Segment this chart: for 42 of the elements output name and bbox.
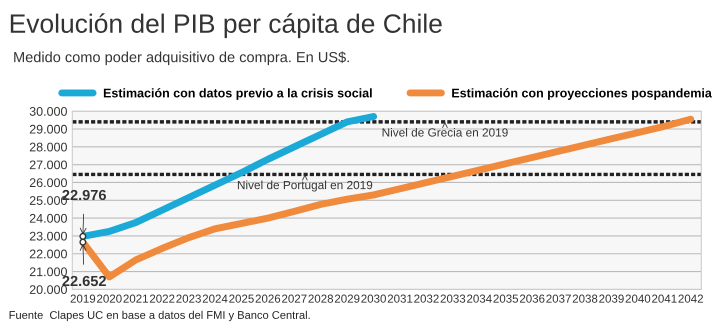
- x-tick-label: 2022: [150, 294, 174, 303]
- x-tick-label: 2030: [361, 294, 386, 303]
- x-tick-label: 2021: [123, 294, 148, 303]
- y-tick-label: 29.000: [30, 124, 67, 134]
- y-tick-label: 23.000: [30, 232, 67, 241]
- x-tick-label: 2023: [176, 294, 201, 303]
- y-tick-label: 21.000: [30, 267, 67, 276]
- x-tick-label: 2041: [652, 294, 677, 303]
- x-tick-label: 2042: [678, 294, 703, 303]
- x-tick-label: 2028: [308, 294, 334, 303]
- y-tick-label: 27.000: [30, 160, 67, 170]
- y-tick-label: 20.000: [30, 285, 67, 294]
- x-tick-label: 2035: [493, 294, 518, 303]
- y-tick-label: 30.000: [30, 106, 67, 116]
- x-tick-label: 2026: [256, 294, 280, 303]
- source-note: Fuente Clapes UC en base a datos del FMI y Banco Central.: [10, 310, 310, 322]
- x-tick-label: 2032: [414, 294, 439, 303]
- x-tick-label: 2034: [467, 294, 492, 303]
- y-tick-label: 26.000: [30, 178, 67, 188]
- y-tick-label: 24.000: [30, 214, 67, 223]
- x-tick-label: 2039: [599, 294, 624, 303]
- x-tick-label: 2027: [282, 294, 307, 303]
- x-tick-label: 2037: [546, 294, 571, 303]
- x-tick-label: 2031: [388, 294, 412, 303]
- legend-label: Estimación con proyecciones pospandemia: [452, 88, 712, 100]
- x-tick-label: 2020: [97, 294, 122, 303]
- chart-title: Evolución del PIB per cápita de Chile: [10, 13, 442, 38]
- x-tick-label: 2019: [70, 294, 96, 303]
- ref-line-label: Nivel de Portugal en 2019: [238, 180, 372, 192]
- y-tick-label: 28.000: [30, 142, 67, 152]
- x-tick-label: 2029: [334, 294, 360, 303]
- annotation: 22.652: [62, 276, 106, 286]
- x-tick-label: 2040: [626, 294, 650, 303]
- x-tick-label: 2036: [520, 294, 544, 303]
- legend-label: Estimación con datos previo a la crisis social: [104, 88, 372, 100]
- x-tick-label: 2025: [229, 294, 254, 303]
- chart-subtitle: Medido como poder adquisitivo de compra. En US$.: [14, 51, 349, 66]
- x-tick-label: 2038: [572, 294, 598, 303]
- x-tick-label: 2024: [202, 294, 228, 303]
- x-tick-label: 2033: [440, 294, 466, 303]
- y-tick-label: 22.000: [30, 250, 67, 258]
- ref-line-label: Nivel de Grecia en 2019: [382, 128, 508, 137]
